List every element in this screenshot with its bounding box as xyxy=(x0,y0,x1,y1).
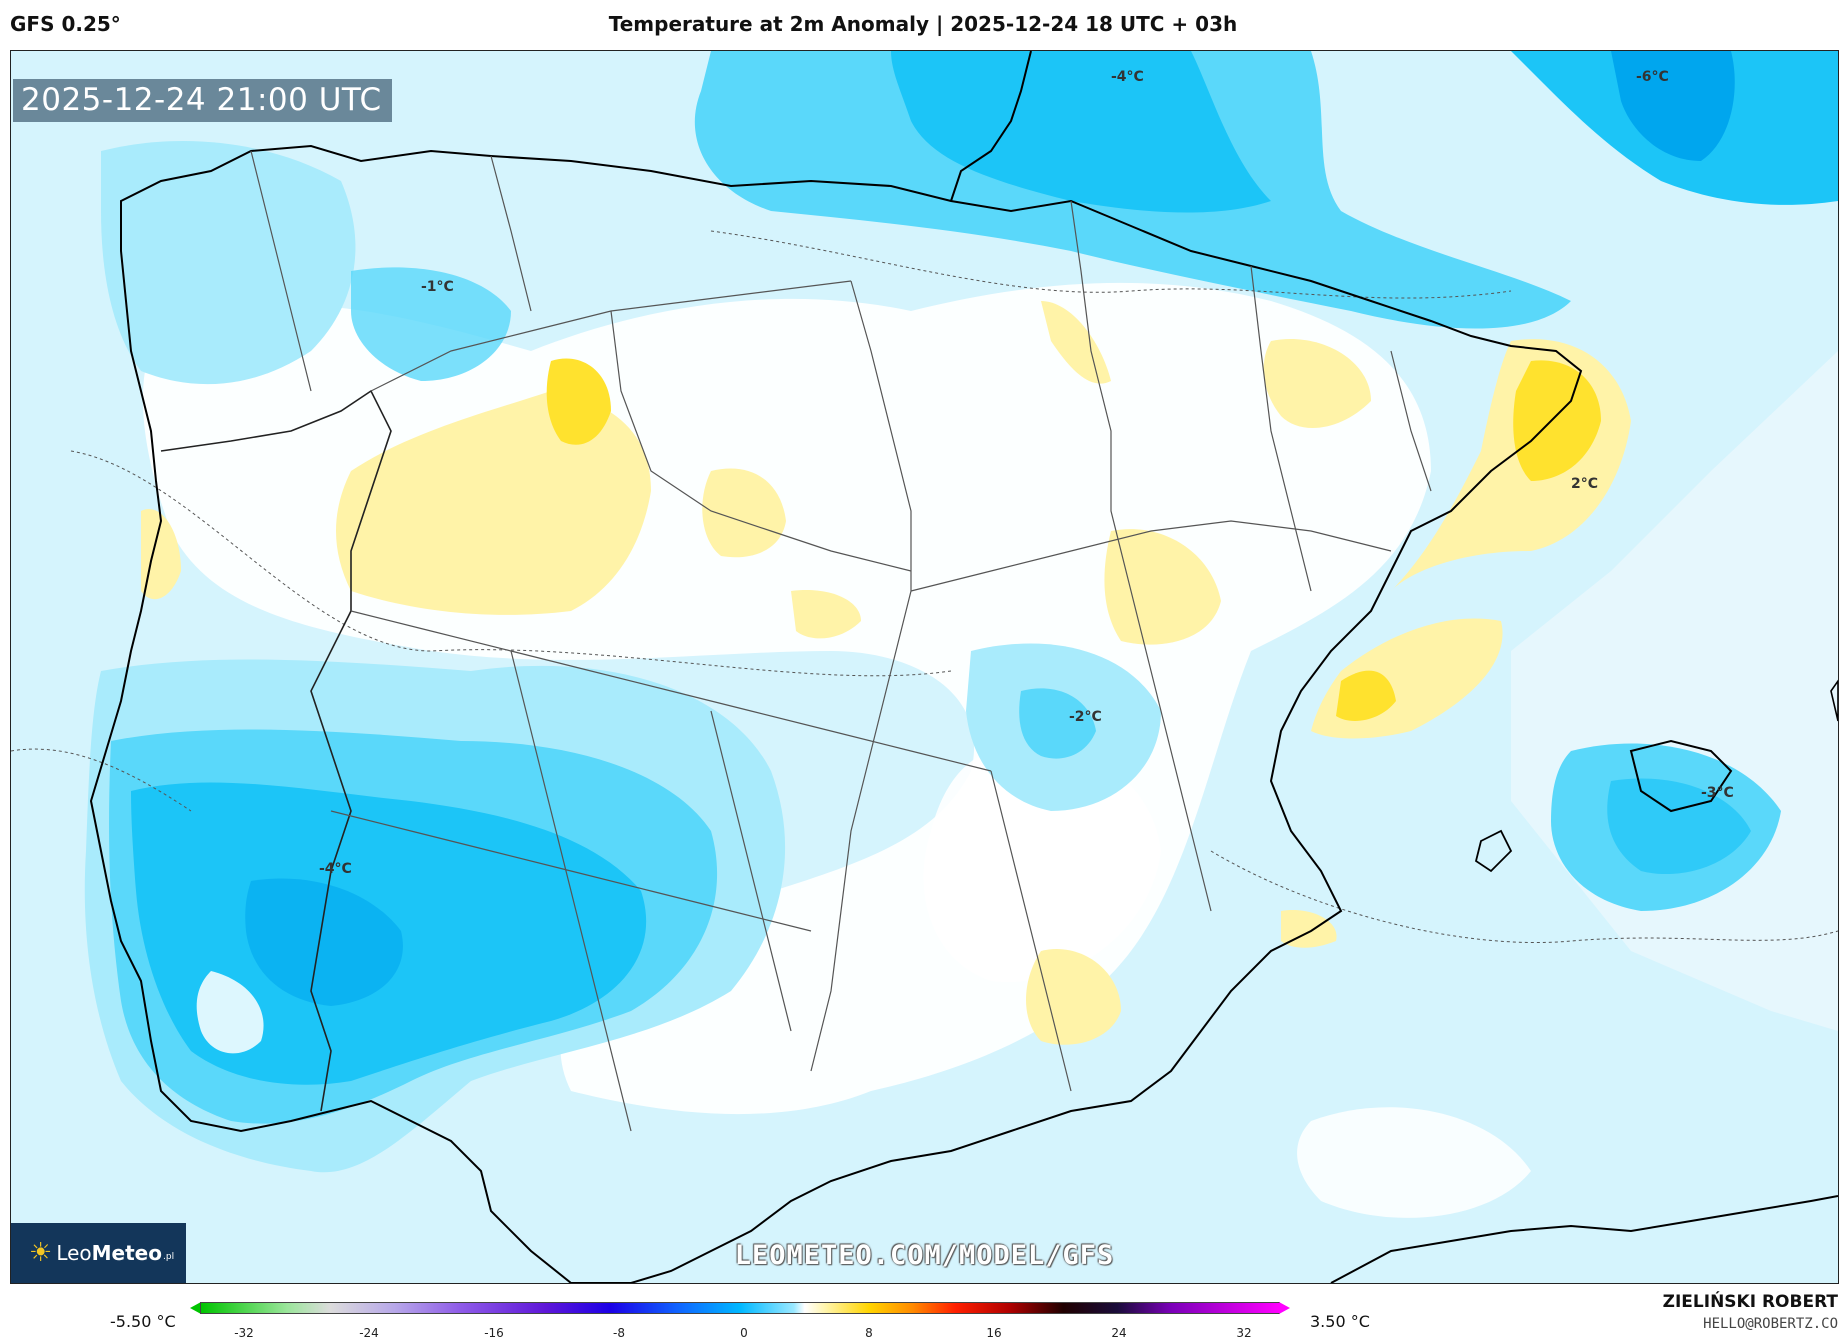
color-scale xyxy=(190,1302,1290,1314)
scale-max-label: 3.50 °C xyxy=(1310,1312,1370,1331)
scale-left-arrow xyxy=(190,1302,201,1314)
isoline-label: -3°C xyxy=(1701,785,1734,801)
isoline-label: -6°C xyxy=(1636,69,1669,85)
scale-tick: -16 xyxy=(484,1326,504,1340)
author-email: HELLO@ROBERTZ.CO xyxy=(1703,1316,1838,1332)
author-name: ZIELIŃSKI ROBERT xyxy=(1662,1292,1838,1312)
scale-tick: -32 xyxy=(234,1326,254,1340)
logo-suffix: .pl xyxy=(163,1252,175,1262)
scale-min-label: -5.50 °C xyxy=(110,1312,176,1331)
scale-tick: 0 xyxy=(740,1326,748,1340)
color-scale-bar xyxy=(200,1302,1280,1314)
map-title: Temperature at 2m Anomaly | 2025-12-24 1… xyxy=(608,12,1238,36)
sun-icon: ☀ xyxy=(29,1238,53,1268)
map-panel: 2025-12-24 21:00 UTC -4°C -6°C -1°C 2°C … xyxy=(10,50,1839,1284)
model-name: GFS 0.25° xyxy=(10,12,121,36)
scale-tick: 32 xyxy=(1236,1326,1252,1340)
leometeo-logo: ☀ Leo Meteo .pl xyxy=(11,1223,186,1283)
watermark-url: LEOMETEO.COM/MODEL/GFS xyxy=(734,1240,1115,1271)
scale-tick: -8 xyxy=(613,1326,625,1340)
valid-time-label: 2025-12-24 21:00 UTC xyxy=(13,79,392,122)
anomaly-map xyxy=(11,51,1838,1283)
scale-tick: 16 xyxy=(986,1326,1002,1340)
scale-tick: -24 xyxy=(359,1326,379,1340)
logo-prefix: Leo xyxy=(56,1241,92,1265)
isoline-label: -4°C xyxy=(319,861,352,877)
scale-tick: 8 xyxy=(865,1326,873,1340)
isoline-label: 2°C xyxy=(1571,476,1599,492)
isoline-label: -1°C xyxy=(421,279,454,295)
scale-right-arrow xyxy=(1279,1302,1290,1314)
logo-bold: Meteo xyxy=(91,1241,162,1265)
isoline-label: -4°C xyxy=(1111,69,1144,85)
scale-tick: 24 xyxy=(1111,1326,1127,1340)
isoline-label: -2°C xyxy=(1069,709,1102,725)
